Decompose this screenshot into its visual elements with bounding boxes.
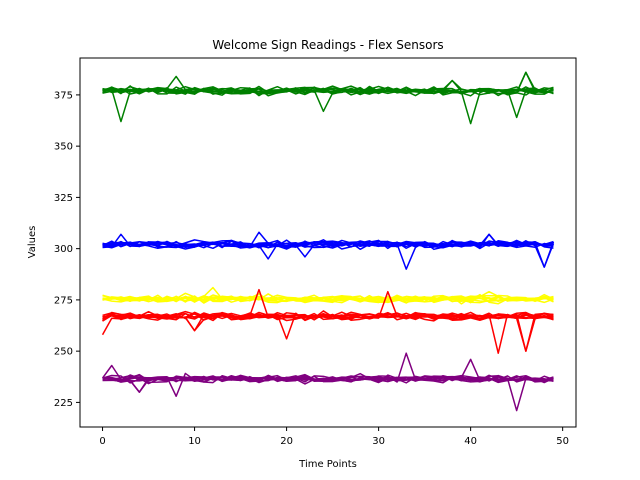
y-axis: 225 250 275 300 325 350 375 [54, 90, 80, 409]
y-axis-label: Values [27, 226, 38, 259]
axes-frame [79, 57, 577, 428]
x-tick-label: 40 [464, 436, 477, 447]
chart-title: Welcome Sign Readings - Flex Sensors [212, 38, 443, 52]
plot-area [101, 71, 555, 412]
x-axis: 0 10 20 30 40 50 [99, 427, 569, 447]
x-tick-label: 20 [280, 436, 293, 447]
y-tick-label: 275 [54, 295, 73, 306]
series-line-group-2-10 [102, 239, 555, 268]
series-line-group-5-10 [102, 374, 554, 383]
x-axis-label: Time Points [298, 459, 357, 470]
x-tick-label: 0 [99, 436, 105, 447]
y-tick-label: 300 [54, 244, 73, 255]
y-tick-label: 325 [54, 193, 73, 204]
series-line-group-2-9 [102, 233, 554, 249]
y-tick-label: 250 [54, 347, 73, 358]
series-line-group-5-8 [102, 372, 554, 385]
y-tick-label: 350 [54, 142, 73, 153]
x-tick-label: 30 [372, 436, 385, 447]
series-line-group-1-2 [102, 75, 554, 96]
y-tick-label: 375 [54, 90, 73, 101]
x-tick-label: 10 [188, 436, 201, 447]
y-tick-label: 225 [54, 398, 73, 409]
series-line-group-1-10 [102, 79, 554, 95]
x-tick-label: 50 [556, 436, 569, 447]
series-line-group-3-10 [102, 292, 554, 305]
series-line-group-4-10 [102, 310, 554, 332]
